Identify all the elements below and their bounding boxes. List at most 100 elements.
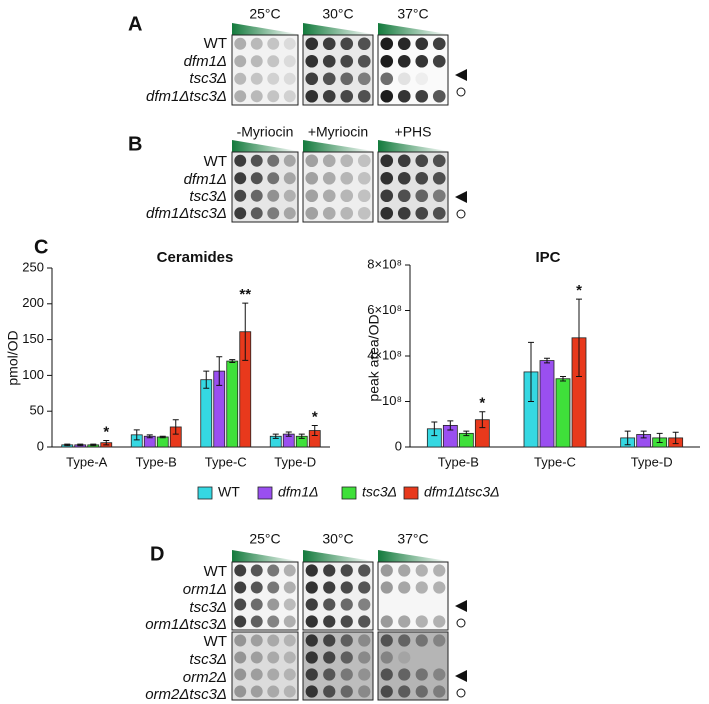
spot <box>380 564 393 577</box>
spot <box>323 615 336 628</box>
spot <box>380 54 394 68</box>
spot <box>397 171 411 185</box>
spot <box>267 615 280 628</box>
bar <box>200 379 213 448</box>
spot <box>305 685 318 698</box>
spot <box>267 685 280 698</box>
spot <box>398 634 411 647</box>
strain-label: orm2Δtsc3Δ <box>145 686 227 703</box>
spot-assays: 25°C 30°C 37°CWTdfm1Δtsc3Δdfm1Δtsc3Δ-Myrio… <box>145 6 467 703</box>
spot <box>323 598 336 611</box>
spot <box>380 154 394 168</box>
spot <box>340 171 354 185</box>
spot <box>323 668 336 681</box>
spot <box>398 668 411 681</box>
spot <box>357 72 371 86</box>
spot <box>357 171 371 185</box>
spot <box>305 171 319 185</box>
spot <box>267 207 280 220</box>
spot <box>340 89 354 103</box>
x-tick-label: Type-D <box>274 454 316 469</box>
error-bar <box>624 430 631 446</box>
spot <box>398 685 411 698</box>
spot <box>322 189 336 203</box>
spot <box>432 154 446 168</box>
spot <box>283 615 296 628</box>
spot <box>415 189 429 203</box>
spot <box>357 206 371 220</box>
significance-label: * <box>576 282 582 299</box>
spot <box>433 668 446 681</box>
spot <box>398 651 411 664</box>
spot <box>283 634 296 647</box>
spot <box>234 615 247 628</box>
strain-label: dfm1Δ <box>184 53 227 70</box>
spot <box>267 172 280 185</box>
spot <box>340 54 354 68</box>
spot <box>415 685 428 698</box>
error-bar <box>172 419 179 435</box>
y-tick-label: 0 <box>37 438 44 453</box>
spot <box>340 615 353 628</box>
spot <box>234 90 247 103</box>
spot <box>380 651 393 664</box>
spot <box>283 651 296 664</box>
spot <box>415 634 428 647</box>
spot <box>234 172 247 185</box>
legend-label: dfm1Δ <box>278 484 319 500</box>
spot <box>234 37 247 50</box>
arrow-marker <box>455 69 467 81</box>
error-bar <box>159 435 166 439</box>
spot <box>305 54 319 68</box>
error-bar <box>90 443 97 447</box>
spot <box>234 634 247 647</box>
spot <box>340 154 354 168</box>
bar <box>555 378 571 448</box>
strain-label: orm1Δ <box>183 581 227 598</box>
spot <box>250 564 263 577</box>
spot <box>398 615 411 628</box>
spot <box>283 154 296 167</box>
spot <box>415 54 429 68</box>
legend-swatch <box>257 486 273 500</box>
spot <box>358 634 371 647</box>
condition-label: 37°C <box>397 6 428 22</box>
strain-label: orm1Δtsc3Δ <box>145 616 227 633</box>
dilution-wedge <box>232 140 298 152</box>
spot <box>397 154 411 168</box>
spot <box>305 189 319 203</box>
spot <box>283 207 296 220</box>
spot <box>305 615 318 628</box>
spot <box>250 685 263 698</box>
spot <box>340 581 353 594</box>
spot <box>380 72 394 86</box>
spot <box>380 189 394 203</box>
strain-label: WT <box>204 153 227 170</box>
spot <box>267 634 280 647</box>
spot <box>398 581 411 594</box>
spot <box>323 564 336 577</box>
spot <box>250 668 263 681</box>
spot <box>267 564 280 577</box>
bar <box>226 360 239 448</box>
x-tick-label: Type-C <box>534 454 576 469</box>
spot <box>340 564 353 577</box>
spot <box>340 668 353 681</box>
dilution-wedge <box>303 23 373 35</box>
spot <box>415 171 429 185</box>
strain-label: tsc3Δ <box>189 188 227 205</box>
y-tick-label: 8×10⁸ <box>367 256 402 271</box>
condition-label: 30°C <box>322 6 353 22</box>
strain-label: tsc3Δ <box>189 599 227 616</box>
spot <box>305 564 318 577</box>
spot <box>340 634 353 647</box>
dilution-wedge <box>232 550 298 562</box>
strain-label: orm2Δ <box>183 669 227 686</box>
arrow-marker <box>455 191 467 203</box>
spot <box>380 634 393 647</box>
charts: Ceramides pmol/OD 0 50 100 150 200 250 Type-A Typ… <box>5 249 700 500</box>
spot <box>397 54 411 68</box>
y-tick-label: 50 <box>30 403 44 418</box>
spot <box>380 685 393 698</box>
